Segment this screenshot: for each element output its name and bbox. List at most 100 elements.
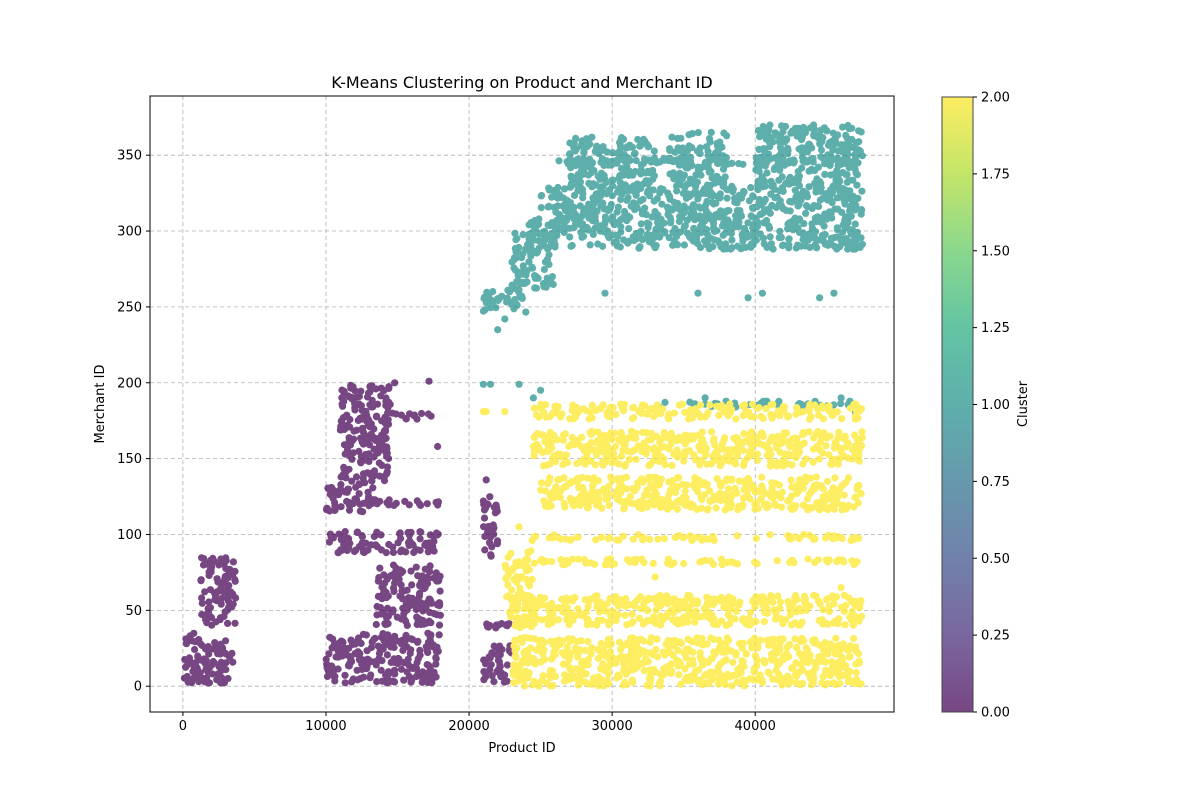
data-point-cluster-2 [508,566,516,575]
data-point-cluster-0 [328,485,336,493]
data-point-cluster-2 [508,594,517,602]
data-point-cluster-2 [745,436,753,444]
data-point-cluster-0 [353,528,361,537]
data-point-cluster-1 [688,130,697,138]
data-point-cluster-1 [549,280,557,288]
x-tick-label: 10000 [305,719,346,734]
data-point-cluster-0 [388,409,397,417]
data-point-cluster-1 [696,165,705,173]
data-point-cluster-2 [522,567,531,575]
data-point-cluster-1 [515,380,523,388]
data-point-cluster-2 [606,594,614,603]
data-point-cluster-1 [769,138,777,146]
data-point-cluster-2 [858,428,866,436]
data-point-cluster-1 [820,222,828,230]
data-point-cluster-2 [733,489,741,497]
data-point-cluster-0 [345,662,353,670]
data-point-cluster-0 [225,581,233,590]
data-point-cluster-1 [713,139,721,147]
data-point-cluster-2 [769,434,777,442]
data-point-cluster-0 [200,555,208,563]
data-point-cluster-0 [487,528,495,536]
data-point-cluster-1 [835,193,843,201]
data-point-cluster-2 [698,456,706,465]
data-point-cluster-2 [508,586,516,594]
data-point-cluster-0 [435,621,444,629]
data-point-cluster-1 [610,238,618,247]
data-point-cluster-1 [554,202,562,210]
data-point-cluster-1 [535,237,543,245]
data-point-cluster-2 [546,445,554,454]
data-point-cluster-2 [590,446,598,454]
data-point-cluster-0 [381,620,389,628]
data-point-cluster-2 [822,534,830,542]
data-point-cluster-0 [202,665,210,673]
data-point-cluster-2 [725,485,733,493]
data-point-cluster-1 [676,169,684,177]
data-point-cluster-2 [681,408,689,416]
data-point-cluster-1 [674,134,682,143]
data-point-cluster-2 [653,446,661,454]
data-point-cluster-2 [673,505,682,513]
data-point-cluster-2 [759,414,767,423]
data-point-cluster-1 [768,201,776,209]
data-point-cluster-1 [766,233,774,241]
data-point-cluster-2 [706,401,714,409]
data-point-cluster-2 [537,486,545,494]
data-point-cluster-0 [380,637,388,645]
data-point-cluster-0 [341,679,349,687]
data-point-cluster-0 [413,658,421,667]
data-point-cluster-1 [589,205,597,213]
data-point-cluster-1 [776,144,785,152]
x-axis-label: Product ID [488,741,555,756]
data-point-cluster-2 [537,678,545,686]
data-point-cluster-0 [344,485,353,493]
data-point-cluster-1 [791,124,800,132]
data-point-cluster-2 [610,560,619,568]
data-point-cluster-1 [753,218,762,226]
data-point-cluster-0 [362,407,370,415]
data-point-cluster-2 [806,531,814,540]
data-point-cluster-1 [589,194,597,202]
data-point-cluster-1 [631,189,639,197]
data-point-cluster-2 [807,504,815,512]
data-point-cluster-1 [594,240,602,248]
data-point-cluster-2 [717,482,725,490]
data-point-cluster-2 [677,639,686,648]
data-point-cluster-2 [770,606,778,614]
data-point-cluster-1 [735,160,743,168]
data-point-cluster-2 [783,429,791,437]
data-point-cluster-0 [352,473,361,481]
data-point-cluster-2 [685,447,694,455]
data-point-cluster-1 [668,133,676,141]
data-point-cluster-2 [523,555,531,563]
data-point-cluster-0 [487,661,495,669]
data-point-cluster-2 [607,640,615,648]
data-point-cluster-0 [356,507,364,515]
data-point-cluster-1 [512,300,521,308]
data-point-cluster-1 [817,153,825,161]
data-point-cluster-1 [719,231,727,239]
data-point-cluster-0 [380,477,389,485]
data-point-cluster-2 [847,616,856,624]
data-point-cluster-2 [757,636,765,644]
data-point-cluster-0 [348,477,356,485]
data-point-cluster-0 [503,661,511,669]
data-point-cluster-2 [685,612,693,620]
data-point-cluster-1 [479,307,487,315]
data-point-cluster-2 [851,415,860,423]
data-point-cluster-0 [338,426,346,434]
data-point-cluster-2 [746,495,754,503]
data-point-cluster-1 [586,241,594,249]
data-point-cluster-1 [810,121,818,129]
data-point-cluster-2 [825,607,834,616]
data-point-cluster-1 [830,289,838,297]
data-point-cluster-0 [416,651,424,659]
colorbar-tick-label: 1.00 [981,398,1010,413]
data-point-cluster-2 [596,444,605,452]
data-point-cluster-2 [530,559,539,567]
data-point-cluster-1 [816,236,824,244]
data-point-cluster-0 [418,409,426,418]
data-point-cluster-2 [570,415,578,423]
data-point-cluster-2 [741,477,749,485]
